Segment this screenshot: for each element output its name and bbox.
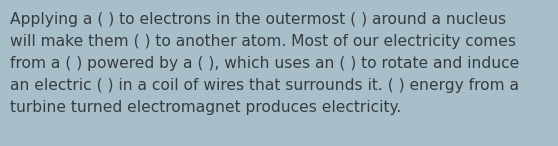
Text: an electric ( ) in a coil of wires that surrounds it. ( ) energy from a: an electric ( ) in a coil of wires that … bbox=[10, 78, 519, 93]
Text: turbine turned electromagnet produces electricity.: turbine turned electromagnet produces el… bbox=[10, 100, 401, 115]
Text: Applying a ( ) to electrons in the outermost ( ) around a nucleus: Applying a ( ) to electrons in the outer… bbox=[10, 12, 506, 27]
Text: from a ( ) powered by a ( ), which uses an ( ) to rotate and induce: from a ( ) powered by a ( ), which uses … bbox=[10, 56, 519, 71]
Text: will make them ( ) to another atom. Most of our electricity comes: will make them ( ) to another atom. Most… bbox=[10, 34, 516, 49]
